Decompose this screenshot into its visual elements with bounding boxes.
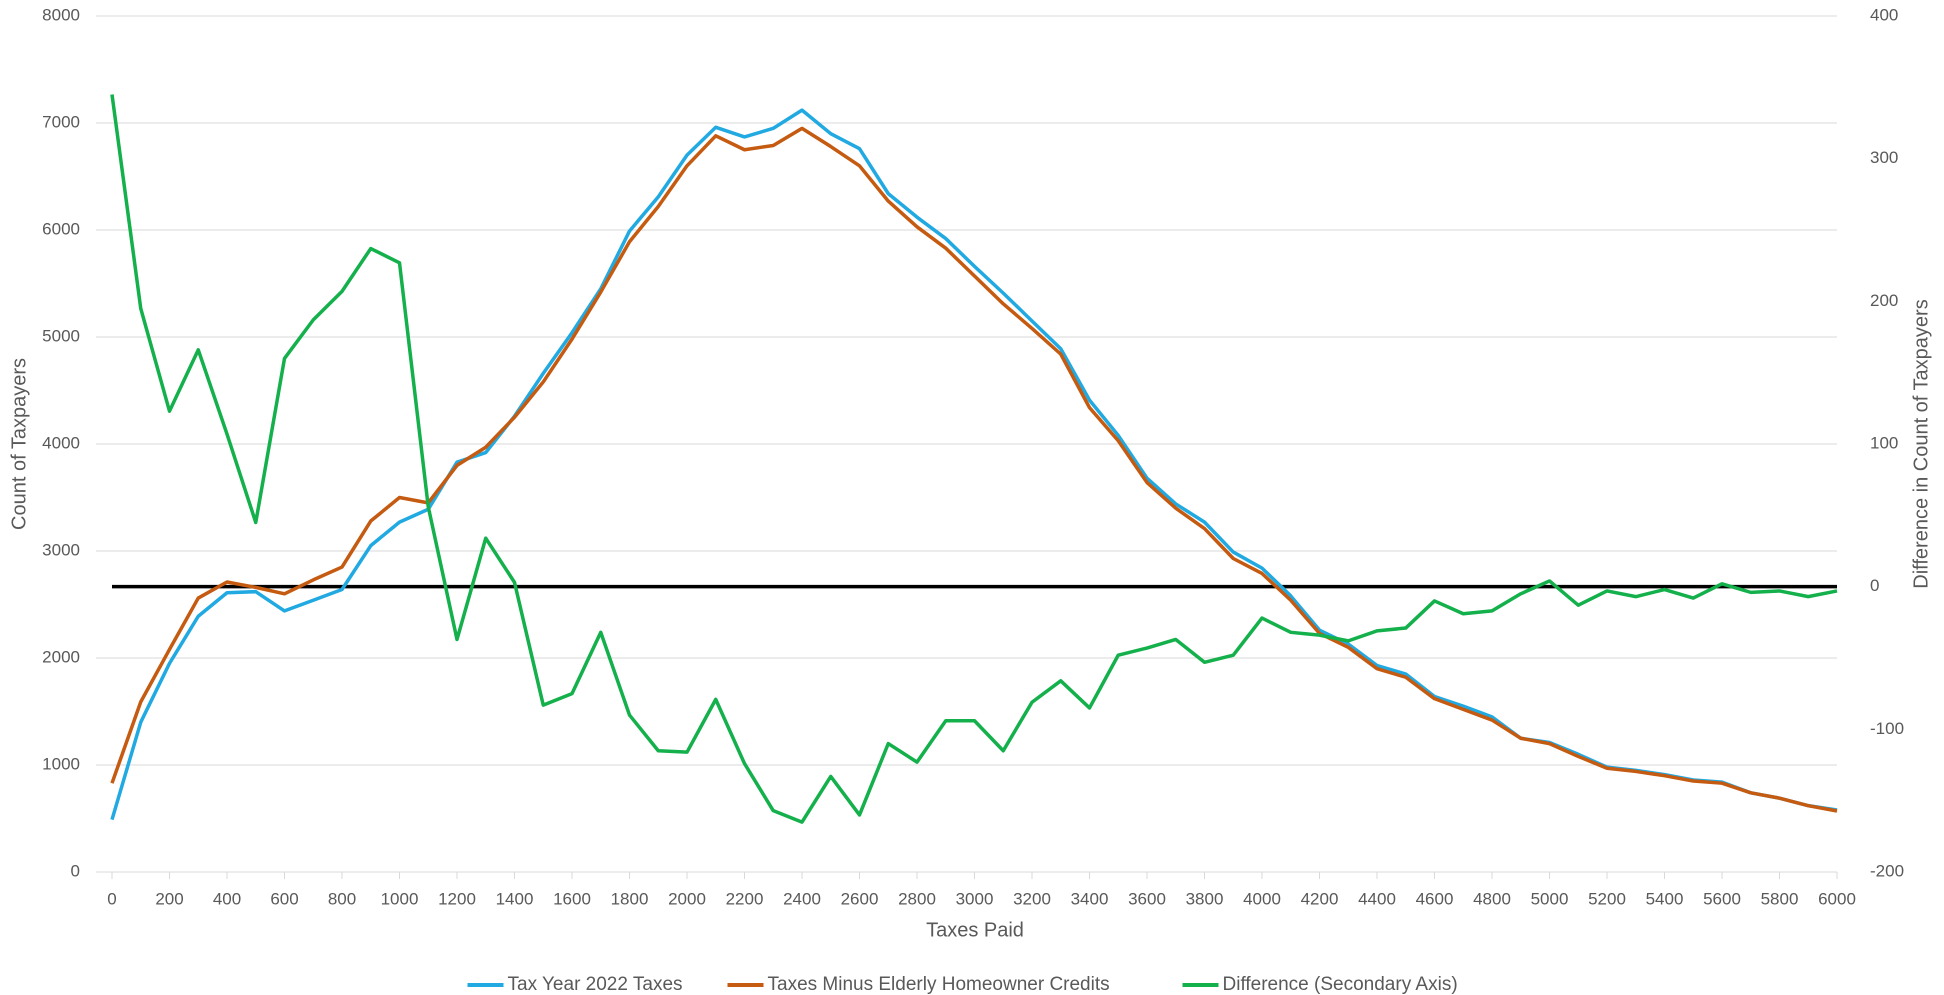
x-tick-label: 1200 <box>438 889 476 908</box>
x-tick-label: 800 <box>328 889 356 908</box>
x-tick-label: 1800 <box>611 889 649 908</box>
x-tick-label: 3400 <box>1071 889 1109 908</box>
x-tick-label: 4000 <box>1243 889 1281 908</box>
x-tick-label: 1600 <box>553 889 591 908</box>
y-tick-label: 7000 <box>42 112 80 131</box>
x-tick-label: 1400 <box>496 889 534 908</box>
x-tick-label: 200 <box>155 889 183 908</box>
x-tick-label: 3000 <box>956 889 994 908</box>
y2-tick-label: -200 <box>1870 861 1904 880</box>
y-tick-label: 4000 <box>42 433 80 452</box>
y-tick-label: 2000 <box>42 647 80 666</box>
x-tick-label: 5000 <box>1531 889 1569 908</box>
y-tick-label: 1000 <box>42 754 80 773</box>
series-line <box>110 108 1838 821</box>
legend-label: Taxes Minus Elderly Homeowner Credits <box>768 974 1110 995</box>
y-tick-label: 3000 <box>42 540 80 559</box>
y2-tick-label: 400 <box>1870 5 1898 24</box>
x-tick-label: 1000 <box>381 889 419 908</box>
x-tick-label: 5600 <box>1703 889 1741 908</box>
y2-axis-title: Difference in Count of Taxpayers <box>1910 299 1932 588</box>
legend-label: Tax Year 2022 Taxes <box>508 974 683 995</box>
series-line <box>110 126 1838 813</box>
x-tick-label: 5400 <box>1646 889 1684 908</box>
x-tick-label: 4600 <box>1416 889 1454 908</box>
y-tick-label: 0 <box>71 861 80 880</box>
x-tick-label: 3600 <box>1128 889 1166 908</box>
x-tick-label: 2200 <box>726 889 764 908</box>
x-tick-label: 4400 <box>1358 889 1396 908</box>
x-tick-label: 400 <box>213 889 241 908</box>
y-tick-label: 8000 <box>42 5 80 24</box>
x-tick-label: 600 <box>270 889 298 908</box>
x-tick-label: 2000 <box>668 889 706 908</box>
x-tick-label: 4200 <box>1301 889 1339 908</box>
series-line <box>110 94 1838 824</box>
x-tick-label: 0 <box>107 889 116 908</box>
y-axis-title: Count of Taxpayers <box>8 358 30 530</box>
y-tick-label: 6000 <box>42 219 80 238</box>
x-tick-label: 3200 <box>1013 889 1051 908</box>
x-axis-title: Taxes Paid <box>926 919 1024 941</box>
legend-label: Difference (Secondary Axis) <box>1223 974 1458 995</box>
x-tick-label: 5800 <box>1761 889 1799 908</box>
y2-tick-label: -100 <box>1870 719 1904 738</box>
x-tick-label: 4800 <box>1473 889 1511 908</box>
x-tick-label: 2400 <box>783 889 821 908</box>
y-tick-label: 5000 <box>42 326 80 345</box>
y2-tick-label: 100 <box>1870 433 1898 452</box>
x-tick-label: 2800 <box>898 889 936 908</box>
y2-tick-label: 0 <box>1870 576 1879 595</box>
y2-tick-label: 200 <box>1870 291 1898 310</box>
x-tick-label: 2600 <box>841 889 879 908</box>
y2-tick-label: 300 <box>1870 148 1898 167</box>
x-tick-label: 5200 <box>1588 889 1626 908</box>
x-tick-label: 6000 <box>1818 889 1856 908</box>
x-tick-label: 3800 <box>1186 889 1224 908</box>
